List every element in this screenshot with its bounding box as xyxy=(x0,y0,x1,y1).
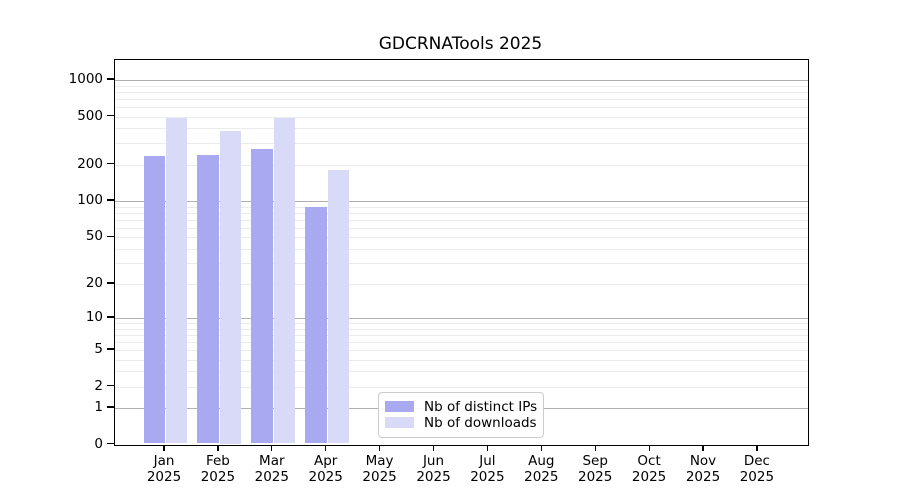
minor-gridline xyxy=(115,323,808,324)
y-tick-label: 100 xyxy=(77,192,103,208)
y-tick-label: 0 xyxy=(94,435,103,452)
y-tick-mark xyxy=(106,114,114,117)
x-tick-mark xyxy=(756,445,758,451)
y-tick-mark xyxy=(106,163,114,165)
x-tick-mark xyxy=(432,445,435,451)
chart-title: GDCRNATools 2025 xyxy=(378,34,543,54)
legend-label-downloads: Nb of downloads xyxy=(424,414,537,431)
minor-gridline xyxy=(115,143,808,145)
x-tick-mark xyxy=(163,445,165,451)
minor-gridline xyxy=(115,116,808,118)
minor-gridline xyxy=(115,219,808,221)
legend-label-distinct-ips: Nb of distinct IPs xyxy=(424,398,538,415)
x-tick-mark xyxy=(379,445,381,451)
y-tick-label: 200 xyxy=(77,155,103,172)
y-tick-label: 2 xyxy=(94,377,103,394)
x-tick-label-jan-2025: Jan 2025 xyxy=(146,452,182,486)
x-tick-label-aug-2025: Aug 2025 xyxy=(524,452,559,486)
x-tick-label-may-2025: May 2025 xyxy=(362,452,397,486)
x-tick-mark xyxy=(486,445,489,451)
x-tick-label-oct-2025: Oct 2025 xyxy=(631,452,667,486)
y-tick-mark xyxy=(106,442,114,445)
y-tick-mark xyxy=(106,235,114,237)
y-tick-label: 1000 xyxy=(68,71,103,87)
y-tick-label: 5 xyxy=(94,341,103,357)
minor-gridline xyxy=(115,85,808,87)
minor-gridline xyxy=(115,328,808,330)
x-tick-mark xyxy=(217,445,219,451)
minor-gridline xyxy=(115,371,808,373)
bar-nb-of-distinct-ips-apr-2025 xyxy=(305,207,327,444)
x-tick-mark xyxy=(271,445,273,451)
y-tick-mark xyxy=(106,282,114,284)
minor-gridline xyxy=(115,350,808,351)
minor-gridline xyxy=(115,212,808,214)
minor-gridline xyxy=(115,206,808,208)
bar-nb-of-downloads-feb-2025 xyxy=(219,131,242,444)
x-tick-mark xyxy=(540,445,542,451)
minor-gridline xyxy=(115,128,808,130)
minor-gridline xyxy=(115,164,808,166)
minor-gridline xyxy=(115,98,808,100)
y-tick-label: 10 xyxy=(85,309,103,325)
minor-gridline xyxy=(115,91,808,93)
x-tick-label-sep-2025: Sep 2025 xyxy=(578,452,613,486)
bar-nb-of-downloads-jan-2025 xyxy=(165,117,188,444)
y-tick-mark xyxy=(106,199,114,201)
minor-gridline xyxy=(115,248,808,250)
major-gridline xyxy=(115,318,808,319)
x-tick-label-apr-2025: Apr 2025 xyxy=(308,452,343,486)
legend-swatch-downloads-icon xyxy=(385,416,414,429)
x-tick-label-jul-2025: Jul 2025 xyxy=(470,452,505,486)
bar-nb-of-distinct-ips-mar-2025 xyxy=(251,148,273,444)
minor-gridline xyxy=(115,341,808,343)
y-tick-label: 20 xyxy=(85,274,103,291)
minor-gridline xyxy=(115,237,808,239)
minor-gridline xyxy=(115,283,808,285)
legend-item-downloads: Nb of downloads xyxy=(385,414,537,431)
minor-gridline xyxy=(115,334,808,336)
major-gridline xyxy=(115,80,808,81)
x-tick-label-nov-2025: Nov 2025 xyxy=(685,452,721,486)
bar-nb-of-downloads-mar-2025 xyxy=(273,117,296,444)
y-tick-mark xyxy=(106,348,114,350)
y-tick-mark xyxy=(106,78,114,80)
bar-nb-of-downloads-apr-2025 xyxy=(327,170,349,444)
y-tick-label: 500 xyxy=(77,107,103,124)
y-tick-label: 1 xyxy=(94,398,103,415)
legend-item-distinct-ips: Nb of distinct IPs xyxy=(385,398,538,415)
x-tick-mark xyxy=(702,445,704,451)
x-tick-mark xyxy=(325,445,327,451)
x-tick-label-jun-2025: Jun 2025 xyxy=(416,452,451,486)
y-tick-label: 50 xyxy=(85,228,103,245)
minor-gridline xyxy=(115,386,808,388)
plot-area xyxy=(114,59,809,446)
x-tick-label-mar-2025: Mar 2025 xyxy=(254,452,289,486)
legend-swatch-distinct-ips-icon xyxy=(385,400,414,413)
major-gridline xyxy=(115,201,808,202)
y-tick-mark xyxy=(106,384,114,387)
y-tick-mark xyxy=(106,406,114,408)
x-tick-label-feb-2025: Feb 2025 xyxy=(200,452,236,486)
legend: Nb of distinct IPs Nb of downloads xyxy=(378,391,544,438)
x-tick-label-dec-2025: Dec 2025 xyxy=(739,452,775,486)
minor-gridline xyxy=(115,359,808,361)
bar-nb-of-distinct-ips-jan-2025 xyxy=(143,156,165,444)
minor-gridline xyxy=(115,263,808,265)
bar-nb-of-distinct-ips-feb-2025 xyxy=(197,155,219,444)
x-tick-mark xyxy=(648,445,650,451)
minor-gridline xyxy=(115,106,808,108)
minor-gridline xyxy=(115,227,808,229)
y-tick-mark xyxy=(106,316,114,318)
x-tick-mark xyxy=(594,445,596,451)
